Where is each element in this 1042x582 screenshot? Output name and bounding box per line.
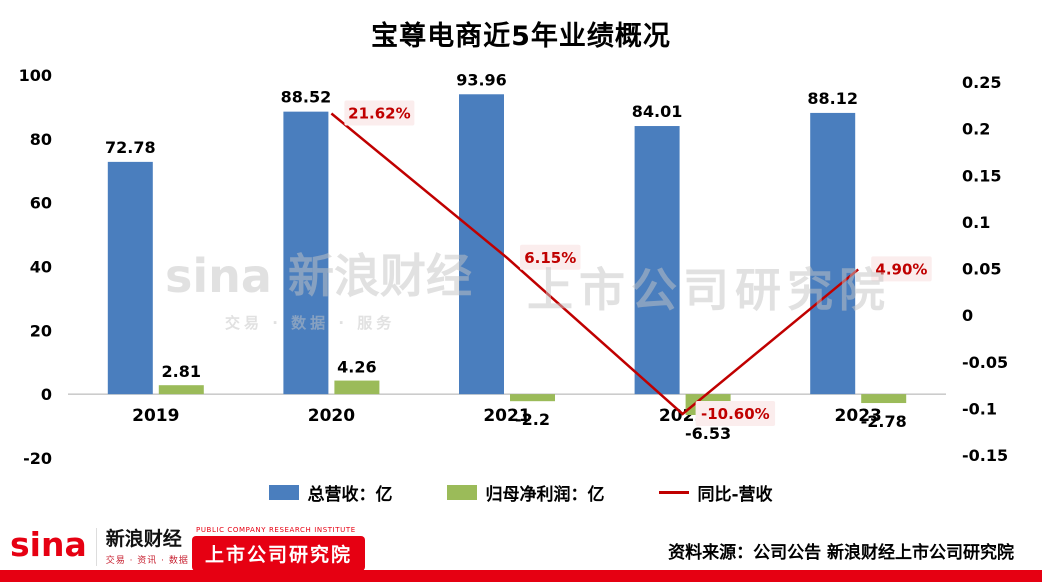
- revenue-swatch: [269, 485, 300, 500]
- legend-label-yoy: 同比-营收: [697, 485, 773, 505]
- bottom-red-bar: [0, 570, 1042, 582]
- institute-name-badge: 上市公司研究院: [192, 536, 366, 571]
- footer: sina 新浪财经 交易 · 资讯 · 数据 · 服务 PUBLIC COMPA…: [0, 522, 1042, 571]
- yoy-value-label: -10.60%: [701, 405, 770, 423]
- left-axis-tick-label: 80: [30, 130, 52, 149]
- left-axis-tick-label: 100: [19, 66, 52, 85]
- right-axis-tick-label: -0.15: [962, 446, 1008, 465]
- sina-brand-block: 新浪财经 交易 · 资讯 · 数据 · 服务: [95, 528, 221, 566]
- revenue-bar: [810, 112, 856, 395]
- net-profit-value-label: 2.81: [162, 362, 201, 381]
- yoy-label-box: [520, 244, 581, 270]
- right-axis-tick-label: -0.05: [962, 353, 1008, 372]
- legend-item-net-profit: 归母净利润：亿: [447, 480, 604, 505]
- yoy-label-box: [871, 256, 932, 282]
- year-label: 2023: [835, 406, 882, 426]
- left-axis-tick-label: 20: [30, 321, 52, 340]
- revenue-value-label: 72.78: [105, 138, 156, 157]
- left-axis-tick-label: -20: [23, 449, 52, 468]
- legend-item-revenue: 总营收：亿: [269, 480, 392, 505]
- right-axis-tick-label: 0.25: [962, 73, 1001, 92]
- left-axis-tick-label: 60: [30, 194, 52, 213]
- yoy-value-label: 4.90%: [875, 260, 927, 278]
- institute-name-en: PUBLIC COMPANY RESEARCH INSTITUTE: [196, 526, 356, 534]
- sina-brand-name: 新浪财经: [105, 528, 182, 550]
- revenue-bar: [283, 111, 329, 395]
- revenue-value-label: 84.01: [632, 102, 683, 121]
- institute-logo: PUBLIC COMPANY RESEARCH INSTITUTE 上市公司研究…: [192, 526, 366, 571]
- sina-logo: sina 新浪财经 交易 · 资讯 · 数据 · 服务: [10, 528, 220, 566]
- right-axis-tick-label: -0.1: [962, 399, 997, 418]
- net-profit-bar: [334, 380, 380, 395]
- revenue-bar: [459, 94, 504, 395]
- legend-label-revenue: 总营收：亿: [307, 485, 393, 505]
- revenue-bar: [634, 126, 680, 395]
- net-profit-bar: [158, 385, 204, 395]
- net-profit-value-label: 4.26: [337, 358, 376, 377]
- year-label: 2020: [308, 406, 355, 426]
- revenue-value-label: 88.12: [807, 89, 858, 108]
- left-axis-tick-label: 40: [30, 258, 52, 277]
- net-profit-bar: [861, 394, 907, 404]
- right-axis-tick-label: 0: [962, 306, 973, 325]
- right-axis-tick-label: 0.2: [962, 120, 990, 139]
- year-label: 2019: [132, 406, 179, 426]
- yoy-value-label: 6.15%: [524, 249, 576, 267]
- right-axis-tick-label: 0.15: [962, 166, 1001, 185]
- net-profit-value-label: -2.78: [861, 412, 907, 431]
- yoy-line: [330, 112, 859, 416]
- right-axis-tick-label: 0.1: [962, 213, 990, 232]
- chart-legend: 总营收：亿 归母净利润：亿 同比-营收: [0, 480, 1042, 505]
- yoy-value-label: 21.62%: [348, 105, 410, 123]
- revenue-value-label: 93.96: [456, 70, 507, 89]
- right-axis-tick-label: 0.05: [962, 260, 1001, 279]
- year-label: 2021: [483, 406, 530, 426]
- chart-title: 宝尊电商近5年业绩概况: [371, 21, 671, 52]
- net-profit-bar: [510, 394, 555, 402]
- revenue-value-label: 88.52: [281, 88, 332, 107]
- net-profit-value-label: -6.53: [685, 424, 731, 443]
- data-source-note: 资料来源：公司公告 新浪财经上市公司研究院: [668, 543, 1014, 563]
- left-axis-tick-label: 0: [41, 385, 52, 404]
- sina-brand-slogan: 交易 · 资讯 · 数据 · 服务: [105, 556, 221, 566]
- yoy-swatch: [659, 491, 690, 494]
- performance-combo-chart: 100 80 60 40 20 0 -20 0.25 0.2 0.15 0.1 0.05 0 -0.05 -…: [19, 66, 1009, 468]
- revenue-bar: [107, 161, 153, 395]
- sina-logo-text: sina: [10, 525, 87, 564]
- yoy-label-box: [344, 100, 415, 126]
- net-profit-swatch: [447, 485, 478, 500]
- legend-item-yoy: 同比-营收: [659, 480, 773, 505]
- net-profit-value-label: -2.2: [515, 410, 550, 429]
- legend-label-net-profit: 归母净利润：亿: [485, 485, 605, 505]
- yoy-label-box: [695, 400, 776, 426]
